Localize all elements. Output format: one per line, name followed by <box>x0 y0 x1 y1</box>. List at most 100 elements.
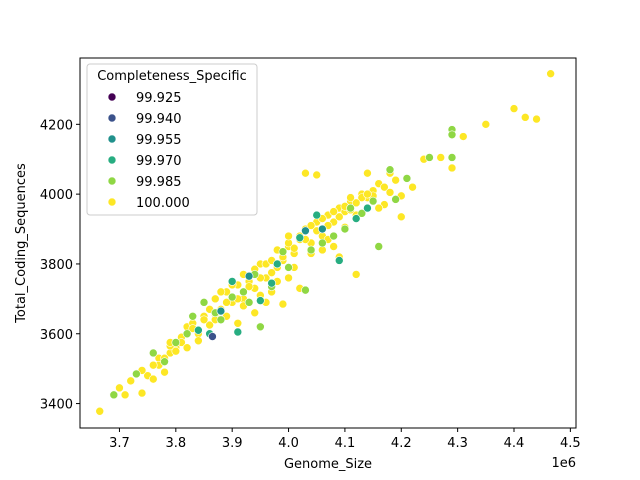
scatter-point <box>334 256 344 265</box>
scatter-point <box>194 325 203 335</box>
y-tick-label: 3400 <box>40 398 73 413</box>
scatter-point <box>312 210 322 220</box>
scatter-point <box>256 322 265 332</box>
legend-entry-label: 99.925 <box>136 91 182 106</box>
scatter-point <box>295 233 305 243</box>
x-tick-label: 4.2 <box>391 436 412 451</box>
scatter-point <box>148 374 158 384</box>
scatter-point <box>447 163 457 173</box>
scatter-point <box>199 298 209 307</box>
scatter-point <box>284 273 293 283</box>
scatter-point <box>301 285 310 295</box>
scatter-point <box>227 277 237 286</box>
scatter-point <box>436 153 446 162</box>
scatter-point <box>385 188 395 197</box>
scatter-point <box>160 357 169 366</box>
scatter-point <box>267 278 276 288</box>
scatter-point <box>256 296 265 305</box>
scatter-point <box>318 224 327 234</box>
scatter-point <box>272 259 282 269</box>
y-axis-label: Total_Coding_Sequences <box>14 163 29 324</box>
scatter-point <box>402 174 412 183</box>
scatter-point <box>346 193 355 202</box>
scatter-point <box>205 320 214 330</box>
x-offset-label: 1e6 <box>551 456 576 471</box>
scatter-point <box>115 383 124 393</box>
scatter-point <box>351 270 361 279</box>
scatter-point <box>278 299 288 309</box>
scatter-point <box>216 306 226 316</box>
scatter-point <box>546 69 555 79</box>
scatter-point <box>306 221 316 230</box>
scatter-point <box>351 198 361 208</box>
legend-entry-label: 100.000 <box>136 196 190 211</box>
scatter-point <box>188 311 198 321</box>
scatter-point <box>148 360 158 370</box>
scatter-point <box>194 336 203 346</box>
scatter-point <box>363 203 372 213</box>
x-tick-label: 4.4 <box>504 436 525 451</box>
legend-entry-label: 99.970 <box>136 154 182 169</box>
x-tick-label: 3.9 <box>222 436 243 451</box>
scatter-point <box>458 132 468 141</box>
scatter-point <box>244 298 254 307</box>
scatter-point <box>160 367 169 377</box>
plot-frame <box>79 57 577 429</box>
scatter-point <box>250 308 260 318</box>
scatter-point <box>182 329 192 339</box>
scatter-point <box>267 268 276 277</box>
scatter-point <box>233 327 243 337</box>
scatter-point <box>182 343 192 353</box>
scatter-point <box>239 287 248 297</box>
scatter-point <box>481 120 491 129</box>
legend-marker <box>107 155 117 165</box>
scatter-point <box>148 348 158 358</box>
scatter-point <box>109 390 119 400</box>
legend-entry-label: 99.985 <box>136 175 182 190</box>
scatter-point <box>340 224 350 234</box>
scatter-point <box>509 104 519 113</box>
scatter-point <box>301 168 310 178</box>
x-tick-label: 4.5 <box>560 436 581 451</box>
scatter-point <box>216 287 226 297</box>
scatter-point <box>396 212 406 222</box>
scatter-point <box>126 376 136 386</box>
scatter-point <box>216 315 226 325</box>
y-tick-label: 4200 <box>40 118 73 133</box>
scatter-point <box>244 271 254 281</box>
legend-entries: 99.925 99.940 99.955 99.970 99.985 100.000 <box>107 91 190 211</box>
scatter-point <box>171 338 181 347</box>
y-tick-label: 3800 <box>40 258 73 273</box>
legend-marker <box>107 113 117 123</box>
scatter-point <box>329 207 338 216</box>
scatter-point <box>284 263 293 272</box>
scatter-point <box>306 245 316 255</box>
scatter-point <box>227 292 237 302</box>
x-axis: 3.7 3.8 3.9 4.0 4.1 4.2 4.3 4.4 4.5 <box>109 428 581 451</box>
scatter-point <box>278 247 288 257</box>
y-tick-label: 3600 <box>40 328 73 343</box>
x-axis-label: Genome_Size <box>284 457 372 472</box>
scatter-point <box>520 113 530 122</box>
scatter-point <box>374 242 384 251</box>
scatter-point <box>351 214 361 223</box>
scatter-point <box>222 298 231 307</box>
scatter-point <box>408 182 417 192</box>
scatter-point <box>447 153 457 162</box>
legend-entry-label: 99.940 <box>136 112 182 127</box>
legend-frame <box>86 63 258 216</box>
legend-title: Completeness_Specific <box>97 69 247 84</box>
scatter-point <box>233 318 243 328</box>
x-tick-label: 4.3 <box>447 436 468 451</box>
scatter-point <box>301 226 310 236</box>
scatter-point <box>334 212 344 222</box>
scatter-point <box>137 388 147 398</box>
x-tick-label: 4.1 <box>335 436 356 451</box>
scatter-point <box>208 332 217 341</box>
scatter-point <box>312 170 322 180</box>
points-layer <box>95 69 555 416</box>
scatter-point <box>385 165 395 174</box>
scatter-point <box>244 282 254 291</box>
legend-marker <box>107 176 117 186</box>
